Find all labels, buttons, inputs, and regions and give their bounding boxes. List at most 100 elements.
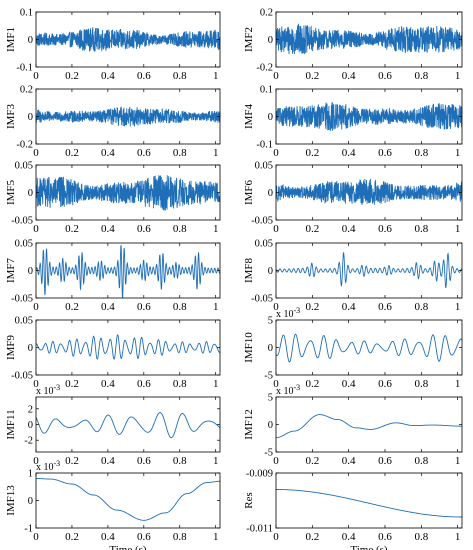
x-tick-label: 0.8	[414, 223, 428, 235]
x-tick-label: 0	[33, 378, 39, 390]
x-tick-label: 0.6	[378, 223, 392, 235]
y-tick-label: -0.05	[11, 216, 33, 227]
y-tick-label: -0.2	[256, 63, 273, 74]
x-tick-label: 0	[33, 301, 39, 313]
axes-frame	[35, 472, 221, 529]
x-tick-label: 0.8	[414, 531, 428, 543]
y-axis-label: IMF3	[5, 103, 17, 129]
x-tick-label: 0.2	[65, 531, 79, 543]
y-axis-label: IMF12	[243, 409, 255, 440]
y-axis-label: IMF6	[243, 179, 255, 205]
y-tick-label: -1	[24, 524, 33, 535]
y-tick-label: 0	[28, 420, 33, 431]
y-axis-label: IMF1	[5, 27, 17, 52]
series-line	[35, 334, 221, 360]
x-axis-label: Time (s)	[109, 544, 147, 550]
x-tick-label: 0.4	[342, 455, 356, 467]
series-line	[275, 23, 463, 55]
x-tick-label: 0.6	[378, 531, 392, 543]
y-tick-label: 2	[28, 404, 33, 415]
y-tick-label: -5	[264, 448, 273, 459]
y-tick-label: 0	[28, 188, 33, 199]
x-tick-label: 0.6	[137, 455, 151, 467]
x-tick-label: 0.8	[414, 455, 428, 467]
x-tick-label: 0.8	[414, 378, 428, 390]
x-tick-label: 1	[213, 147, 219, 159]
x-tick-label: 0.2	[305, 455, 319, 467]
x-tick-label: 1	[455, 531, 461, 543]
x-tick-label: 0.8	[173, 301, 187, 313]
x-tick-label: 0.8	[173, 455, 187, 467]
x-tick-label: 0	[33, 70, 39, 82]
y-axis-label: IMF10	[243, 332, 255, 363]
x-tick-label: 0.4	[342, 70, 356, 82]
x-tick-label: 0.8	[414, 147, 428, 159]
y-axis-label: IMF2	[243, 27, 255, 52]
x-tick-label: 0.8	[173, 223, 187, 235]
y-exponent-label: x 10-3	[276, 383, 300, 397]
x-tick-label: 0.8	[173, 378, 187, 390]
y-tick-label: 0	[268, 112, 273, 123]
x-tick-label: 0.2	[65, 455, 79, 467]
x-tick-label: 0.8	[173, 147, 187, 159]
y-tick-label: -0.05	[251, 294, 273, 305]
x-tick-label: 0.6	[137, 531, 151, 543]
x-tick-label: 0.4	[342, 301, 356, 313]
x-tick-label: 0.6	[378, 301, 392, 313]
series-line	[275, 251, 463, 289]
y-tick-label: 0	[28, 112, 33, 123]
x-tick-label: 0.6	[137, 223, 151, 235]
x-tick-label: 0.6	[378, 378, 392, 390]
imf-panel-14: 0 0.2 0.4 0.6 0.8 1 -0.011 -0.009 Res Time (s)	[243, 469, 463, 550]
y-axis-label: IMF4	[243, 103, 255, 129]
x-tick-label: 0	[33, 531, 39, 543]
x-tick-label: 0.2	[305, 531, 319, 543]
x-tick-label: 0	[273, 455, 279, 467]
x-tick-label: 0.8	[173, 531, 187, 543]
y-tick-label: 5	[268, 393, 273, 404]
y-tick-label: 0.2	[260, 8, 273, 19]
y-tick-label: 0.2	[20, 85, 33, 96]
x-tick-label: 1	[213, 70, 219, 82]
x-tick-label: 0.8	[414, 70, 428, 82]
y-axis-label: IMF9	[5, 334, 17, 360]
y-tick-label: -0.009	[246, 469, 273, 480]
x-tick-label: 0.4	[342, 147, 356, 159]
x-tick-label: 0.6	[378, 147, 392, 159]
x-tick-label: 0.2	[305, 378, 319, 390]
y-tick-label: 0.05	[15, 316, 33, 327]
y-tick-label: 0	[268, 266, 273, 277]
x-tick-label: 0.2	[305, 223, 319, 235]
x-tick-label: 0.6	[378, 455, 392, 467]
y-tick-label: 0	[268, 188, 273, 199]
x-tick-label: 1	[455, 378, 461, 390]
x-tick-label: 0.2	[305, 147, 319, 159]
x-tick-label: 0.4	[342, 223, 356, 235]
y-tick-label: 0	[28, 496, 33, 507]
x-tick-label: 0.2	[305, 70, 319, 82]
y-axis-label: IMF13	[5, 485, 17, 516]
y-tick-label: 1	[28, 469, 33, 480]
series-line	[36, 478, 221, 521]
y-tick-label: 0	[28, 343, 33, 354]
y-tick-label: 0.05	[255, 239, 273, 250]
y-tick-label: -0.05	[251, 216, 273, 227]
x-tick-label: 0.6	[137, 70, 151, 82]
axes-frame	[35, 396, 221, 453]
series-line	[35, 27, 221, 52]
x-axis-label: Time (s)	[350, 544, 388, 550]
x-tick-label: 0	[273, 70, 279, 82]
x-tick-label: 0	[273, 378, 279, 390]
series-line	[275, 333, 463, 363]
x-tick-label: 0.4	[342, 378, 356, 390]
x-tick-label: 0.2	[65, 301, 79, 313]
y-tick-label: -0.011	[246, 524, 273, 535]
y-tick-label: 0	[268, 420, 273, 431]
x-tick-label: 0.4	[101, 378, 115, 390]
